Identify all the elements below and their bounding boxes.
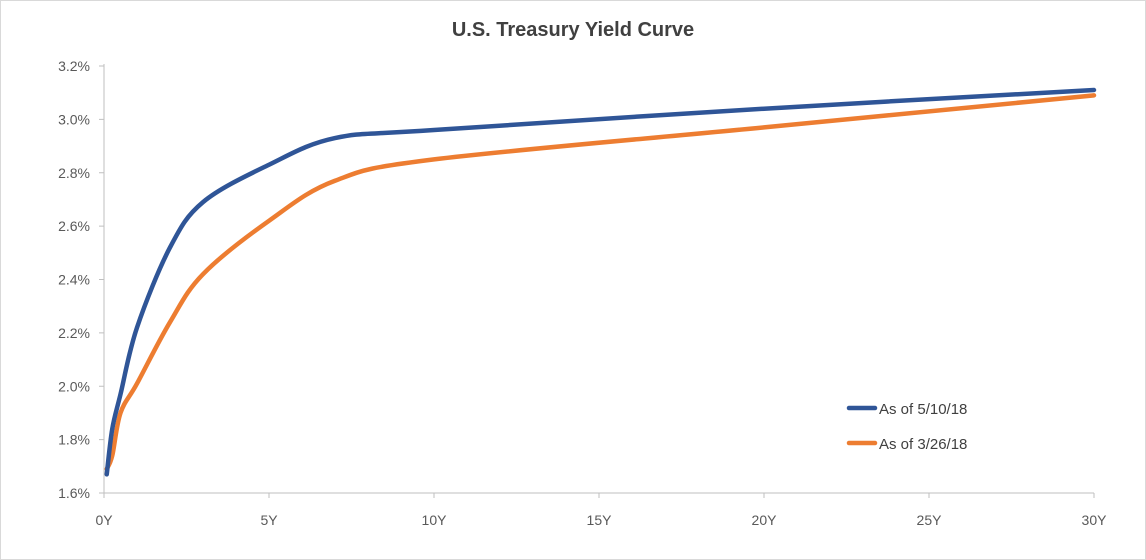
- y-tick-label: 2.6%: [58, 218, 90, 234]
- x-tick-label: 0Y: [95, 512, 113, 528]
- x-tick-label: 5Y: [260, 512, 278, 528]
- y-tick-label: 2.8%: [58, 165, 90, 181]
- y-tick-label: 1.6%: [58, 485, 90, 501]
- chart-title: U.S. Treasury Yield Curve: [451, 19, 695, 41]
- y-tick-label: 1.8%: [58, 432, 90, 448]
- x-tick-label: 15Y: [587, 512, 613, 528]
- axes: 1.6% 1.8% 2.0% 2.2% 2.4% 2.6% 2.8% 3.0% 3.2% 0Y 5Y…: [58, 58, 1107, 528]
- y-tick-label: 2.0%: [58, 378, 90, 394]
- y-tick-label: 2.4%: [58, 272, 90, 288]
- x-tick-label: 30Y: [1082, 512, 1108, 528]
- series-line-2: [104, 93, 1097, 472]
- x-tick-label: 20Y: [752, 512, 778, 528]
- series-layer: [104, 87, 1097, 477]
- series-line-1: [104, 87, 1097, 477]
- legend-label-1: As of 5/10/18: [879, 401, 967, 418]
- x-tick-label: 10Y: [422, 512, 448, 528]
- y-tick-label: 2.2%: [58, 325, 90, 341]
- legend-label-2: As of 3/26/18: [879, 436, 967, 453]
- legend: As of 5/10/18 As of 3/26/18: [846, 401, 967, 453]
- x-tick-label: 25Y: [917, 512, 943, 528]
- y-tick-label: 3.2%: [58, 58, 90, 74]
- y-tick-label: 3.0%: [58, 111, 90, 127]
